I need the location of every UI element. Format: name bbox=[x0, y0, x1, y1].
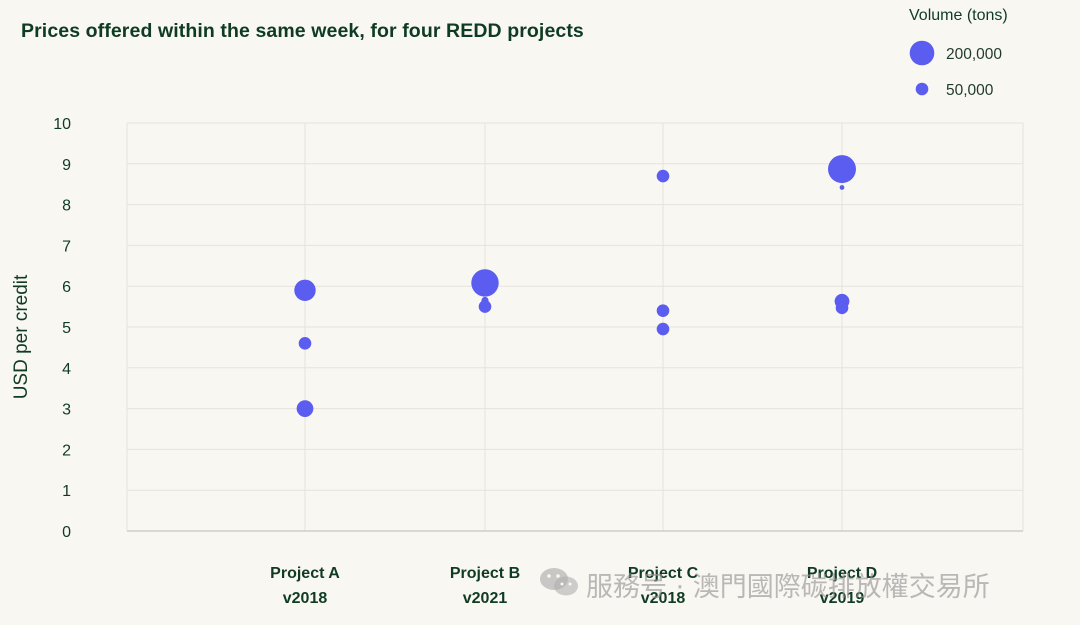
y-tick-label: 10 bbox=[53, 116, 71, 133]
chart-title: Prices offered within the same week, for… bbox=[21, 20, 584, 42]
x-tick-label: Project A bbox=[270, 565, 340, 582]
x-tick-label-version: v2021 bbox=[463, 590, 508, 607]
x-tick-label: Project C bbox=[628, 565, 699, 582]
data-point bbox=[471, 269, 499, 297]
legend-marker bbox=[909, 40, 935, 66]
y-tick-label: 0 bbox=[62, 524, 71, 541]
data-point bbox=[298, 337, 312, 350]
x-tick-label-version: v2018 bbox=[641, 590, 686, 607]
y-tick-label: 3 bbox=[62, 402, 71, 419]
legend-label: 200,000 bbox=[946, 46, 1002, 63]
y-tick-label: 8 bbox=[62, 198, 71, 215]
legend-title: Volume (tons) bbox=[909, 7, 1008, 24]
y-tick-label: 2 bbox=[62, 442, 71, 459]
y-tick-label: 1 bbox=[62, 483, 71, 500]
legend-label: 50,000 bbox=[946, 82, 994, 99]
data-point bbox=[296, 400, 314, 417]
x-tick-label: Project D bbox=[807, 565, 877, 582]
y-tick-label: 5 bbox=[62, 320, 71, 337]
legend-marker bbox=[915, 82, 929, 96]
data-point bbox=[839, 185, 845, 190]
x-tick-label-version: v2019 bbox=[820, 590, 865, 607]
data-point bbox=[478, 300, 492, 313]
y-tick-label: 4 bbox=[62, 361, 71, 378]
data-point bbox=[835, 301, 849, 315]
x-tick-label: Project B bbox=[450, 565, 520, 582]
data-point bbox=[656, 169, 670, 183]
watermark-text: 服務号 · 澳門國際碳排放權交易所 bbox=[586, 572, 990, 603]
data-point bbox=[656, 304, 670, 317]
y-tick-label: 7 bbox=[62, 238, 71, 255]
y-tick-label: 9 bbox=[62, 157, 71, 174]
y-tick-label: 6 bbox=[62, 279, 71, 296]
data-point bbox=[656, 322, 670, 336]
data-point bbox=[828, 155, 856, 184]
data-point bbox=[294, 279, 316, 301]
x-tick-label-version: v2018 bbox=[283, 590, 328, 607]
wechat-icon bbox=[540, 568, 578, 596]
